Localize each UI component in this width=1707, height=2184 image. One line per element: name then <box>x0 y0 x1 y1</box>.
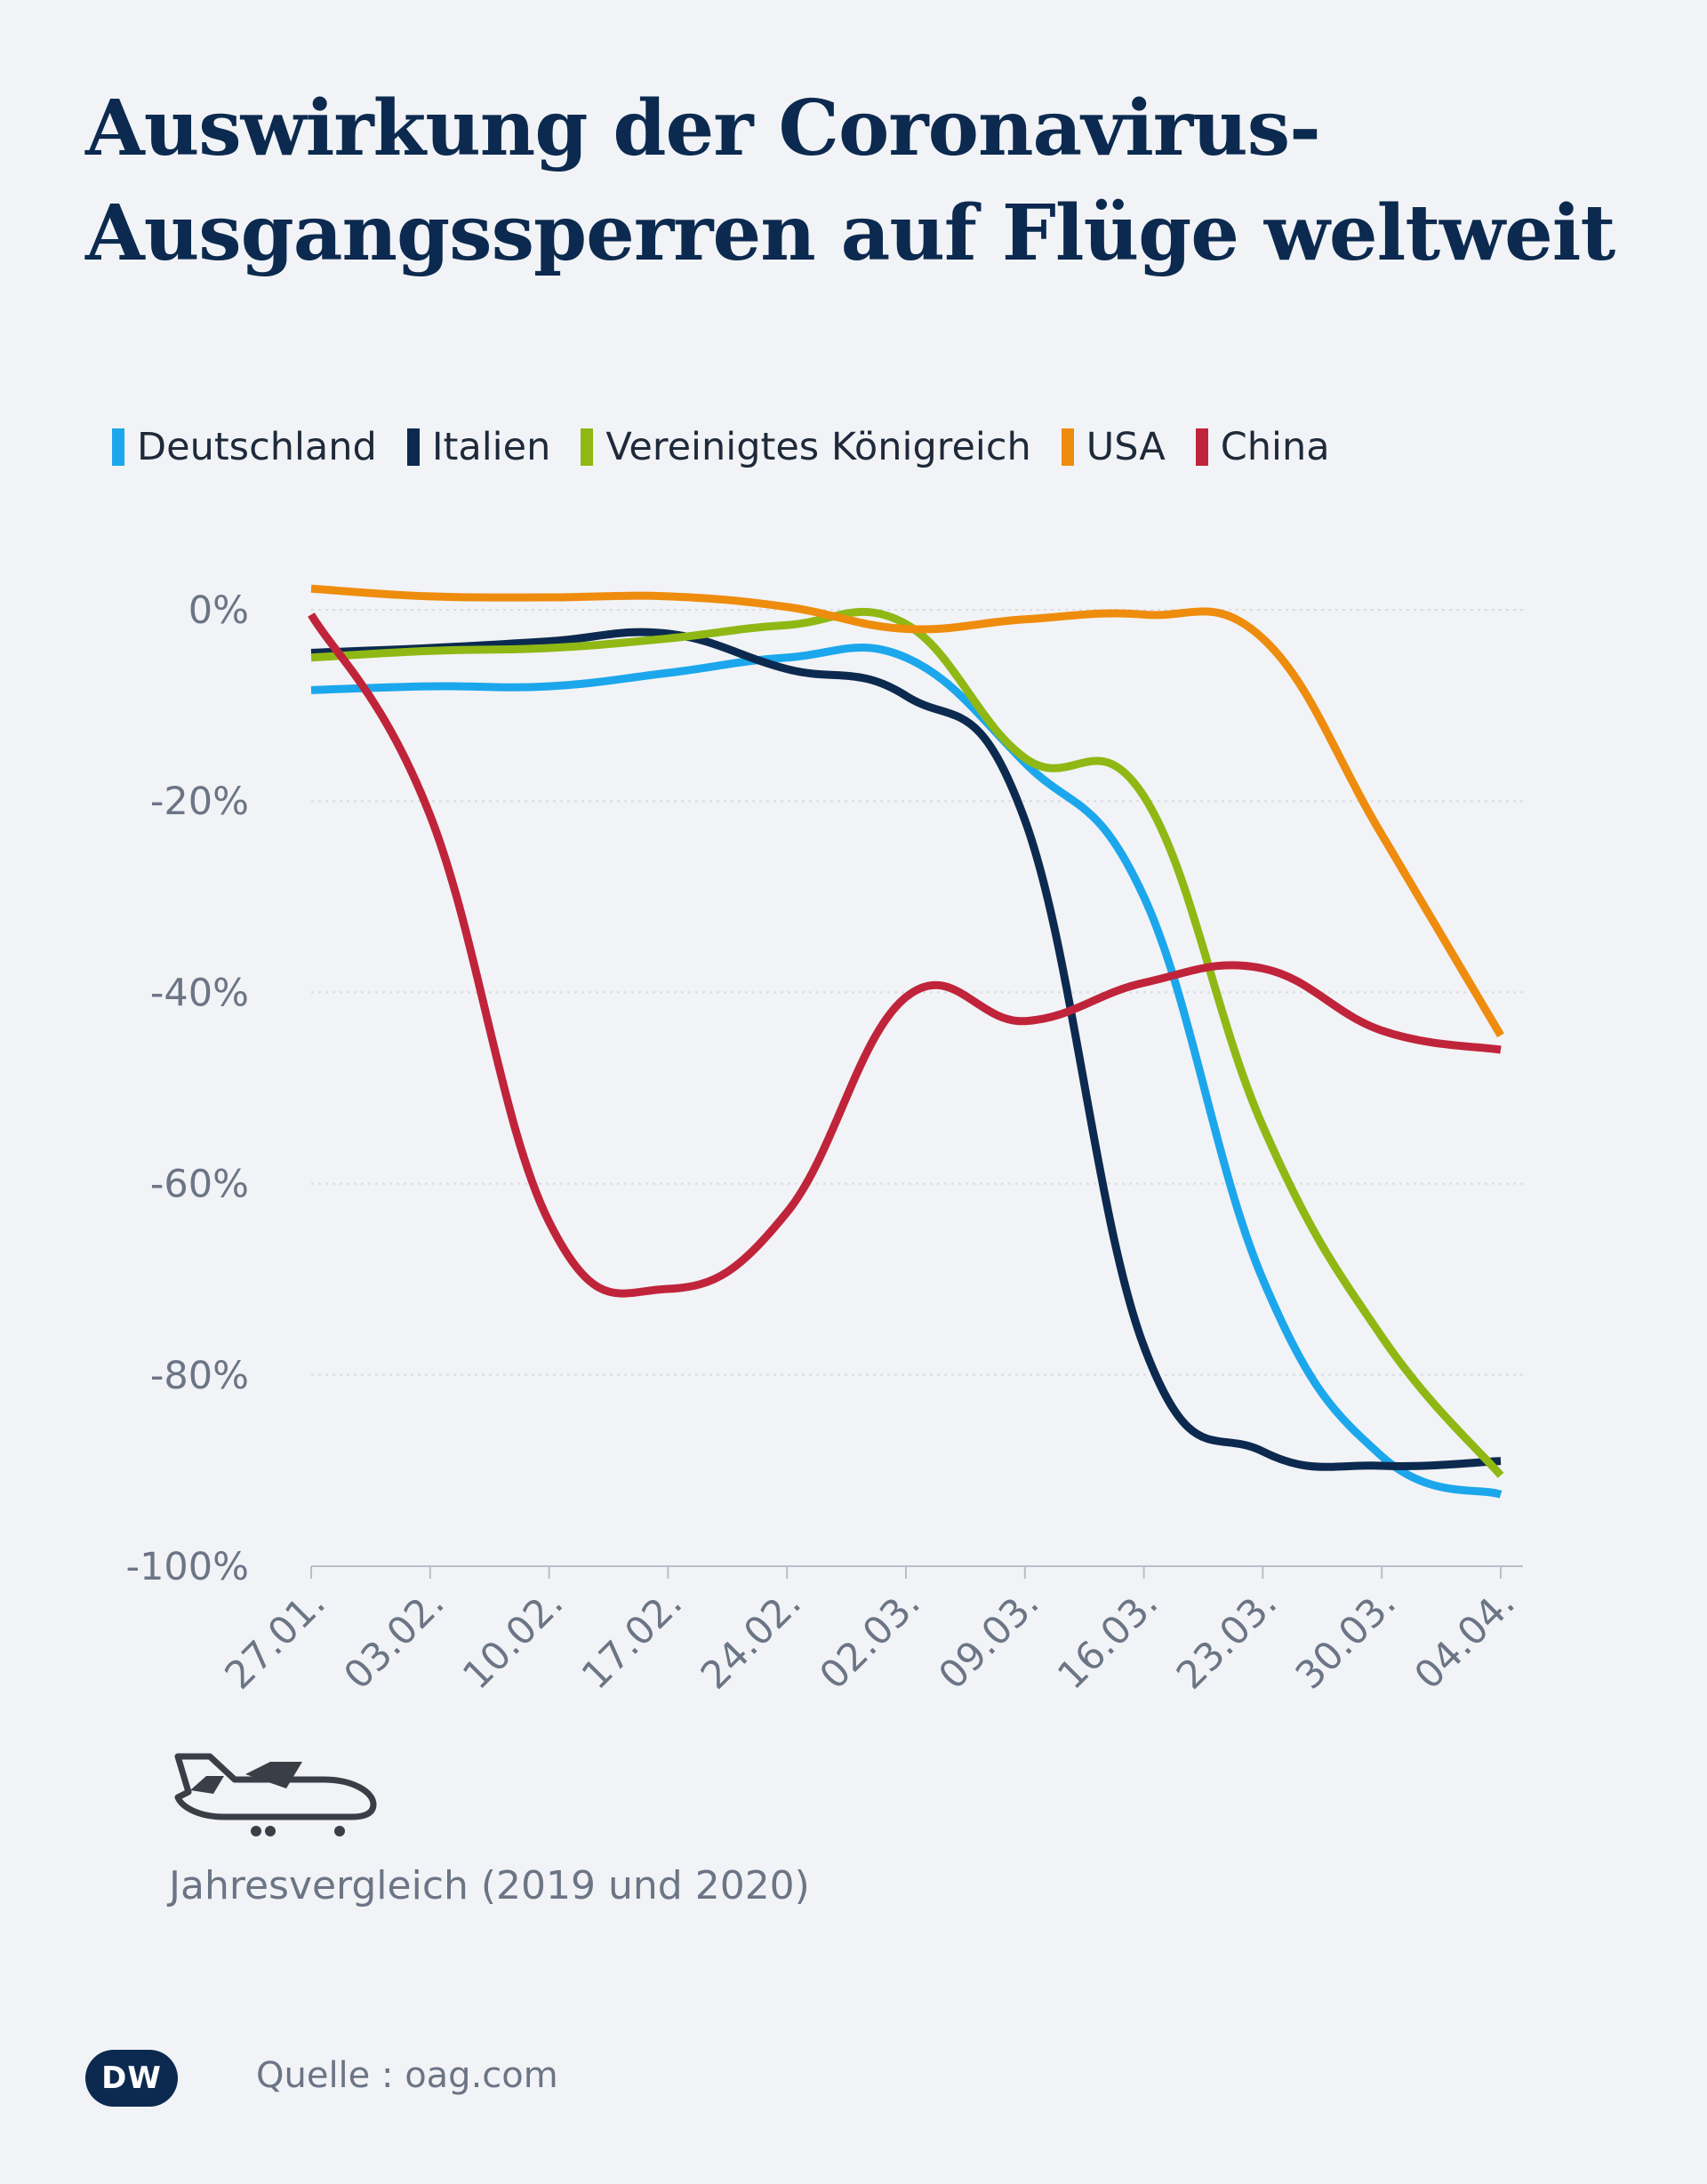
title-line-1: Auswirkung der Coronavirus- <box>85 84 1321 173</box>
y-tick-label: -60% <box>150 1163 249 1207</box>
y-tick-label: -80% <box>150 1354 249 1398</box>
legend: Deutschland Italien Vereinigtes Königrei… <box>112 425 1360 469</box>
legend-label-vereinigtes-koenigreich: Vereinigtes Königreich <box>605 425 1031 469</box>
x-tick-label: 03.02. <box>336 1580 453 1698</box>
x-tick-label: 23.03. <box>1168 1580 1286 1698</box>
line-chart: 0% -20% -40% -60% -80% -100% 27.01. 03.02. 10.0… <box>126 584 1524 1698</box>
y-tick-label: -20% <box>150 780 249 824</box>
y-tick-labels: 0% -20% -40% -60% -80% -100% <box>126 588 249 1589</box>
x-tick-labels: 27.01. 03.02. 10.02. 17.02. 24.02. 02.03. 09.0… <box>217 1580 1524 1698</box>
x-tick-label: 04.04. <box>1406 1580 1524 1698</box>
legend-label-italien: Italien <box>431 425 551 469</box>
series-line-vereinigtes-koenigreich <box>310 607 1504 1478</box>
page-title: Auswirkung der Coronavirus- Ausgangssper… <box>85 76 1641 286</box>
legend-swatch-deutschland <box>112 428 124 466</box>
series-line-deutschland <box>310 644 1503 1499</box>
legend-swatch-usa <box>1061 428 1074 466</box>
series-line-china <box>308 612 1502 1298</box>
y-tick-label: 0% <box>188 588 249 633</box>
legend-item-usa: USA <box>1061 425 1166 469</box>
subtitle-note: Jahresvergleich (2019 und 2020) <box>169 1863 810 1908</box>
series-layer <box>308 584 1504 1499</box>
series-line-italien <box>310 628 1502 1471</box>
x-tick-label: 30.03. <box>1287 1580 1405 1698</box>
legend-item-vereinigtes-koenigreich: Vereinigtes Königreich <box>581 425 1031 469</box>
series-line-usa <box>310 584 1504 1038</box>
dw-logo: DW <box>85 2050 178 2107</box>
y-tick-label: -100% <box>126 1545 249 1589</box>
legend-swatch-china <box>1195 428 1208 466</box>
source-note: Quelle : oag.com <box>256 2055 558 2096</box>
legend-label-china: China <box>1220 425 1330 469</box>
x-tick-label: 02.03. <box>812 1580 929 1698</box>
x-tick-label: 27.01. <box>217 1580 334 1698</box>
x-tick-label: 16.03. <box>1049 1580 1166 1698</box>
legend-swatch-italien <box>406 428 420 466</box>
x-tick-label: 24.02. <box>693 1580 810 1698</box>
legend-label-usa: USA <box>1086 425 1166 469</box>
x-tick-label: 09.03. <box>931 1580 1048 1698</box>
x-tick-label: 10.02. <box>454 1580 572 1698</box>
axis-layer <box>310 1565 1523 1579</box>
airplane-icon <box>174 1753 377 1836</box>
legend-item-italien: Italien <box>406 425 551 469</box>
title-line-2: Ausgangssperren auf Flüge weltweit <box>85 188 1615 278</box>
legend-label-deutschland: Deutschland <box>137 425 377 469</box>
legend-swatch-vereinigtes-koenigreich <box>581 428 594 466</box>
legend-item-deutschland: Deutschland <box>112 425 377 469</box>
legend-item-china: China <box>1195 425 1330 469</box>
y-tick-label: -40% <box>150 971 249 1015</box>
x-tick-label: 17.02. <box>573 1580 691 1698</box>
